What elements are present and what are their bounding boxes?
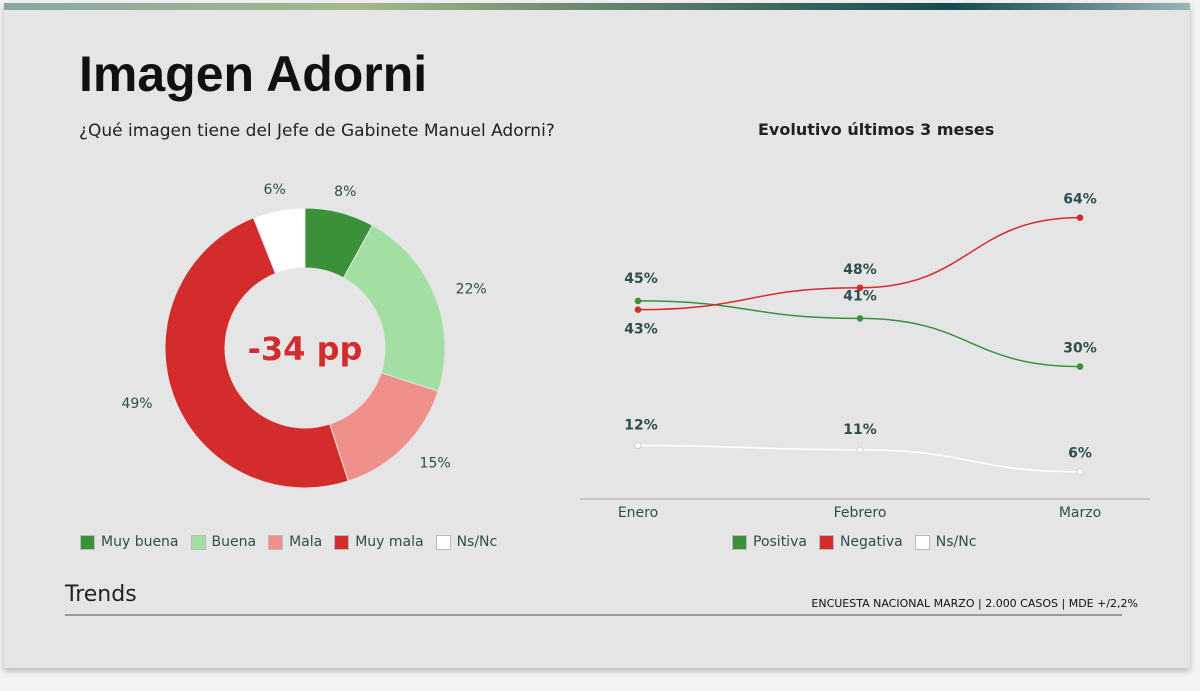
legend-swatch (435, 534, 451, 550)
x-tick-label: Febrero (834, 505, 887, 521)
line-legend: Positiva Negativa Ns/Nc (732, 534, 976, 550)
legend-item: Buena (190, 534, 257, 550)
legend-item: Muy buena (80, 534, 179, 550)
subtitle: ¿Qué imagen tiene del Jefe de Gabinete M… (79, 121, 555, 141)
donut-data-label: 8% (334, 184, 356, 200)
legend-swatch (334, 534, 350, 550)
legend-label: Negativa (839, 534, 903, 550)
legend-swatch (190, 534, 206, 550)
donut-data-label: 22% (456, 281, 487, 297)
data-point (634, 442, 642, 449)
legend-swatch (914, 534, 930, 550)
data-label: 11% (843, 422, 877, 438)
data-label: 41% (843, 288, 877, 304)
line-chart-title: Evolutivo últimos 3 meses (758, 120, 995, 139)
donut-legend: Muy buena Buena Mala Muy mala Ns/Nc (80, 534, 497, 550)
legend-swatch (732, 534, 747, 550)
data-label: 45% (624, 271, 658, 287)
data-label: 6% (1068, 446, 1092, 462)
legend-label: Positiva (753, 534, 807, 550)
survey-footnote: ENCUESTA NACIONAL MARZO | 2.000 CASOS | … (811, 597, 1138, 610)
data-point (1076, 468, 1084, 476)
data-point (856, 315, 864, 322)
legend-swatch (818, 534, 834, 550)
legend-label: Ns/Nc (456, 534, 498, 550)
donut-data-label: 15% (420, 456, 451, 472)
legend-label: Muy buena (101, 534, 179, 550)
legend-swatch (80, 534, 95, 550)
data-label: 48% (843, 262, 877, 278)
legend-label: Mala (289, 534, 323, 550)
legend-item: Ns/Nc (435, 534, 498, 550)
donut-slice-buena (342, 224, 446, 392)
legend-item: Positiva (732, 534, 807, 550)
footer-rule (65, 614, 1122, 616)
donut-data-label: 49% (121, 396, 152, 412)
data-label: 43% (624, 322, 658, 338)
data-point (856, 446, 864, 454)
data-point (634, 306, 642, 313)
data-label: 12% (624, 417, 658, 433)
net-score-label: -34 pp (248, 330, 363, 368)
data-point (1076, 363, 1084, 370)
data-label: 64% (1063, 192, 1097, 208)
data-label: 30% (1063, 341, 1097, 357)
legend-item: Muy mala (334, 534, 424, 550)
x-tick-label: Marzo (1059, 505, 1101, 521)
legend-swatch (268, 534, 284, 550)
legend-label: Buena (211, 534, 257, 550)
x-tick-label: Enero (618, 505, 658, 521)
brand-logo: Trends (65, 582, 137, 607)
legend-label: Ns/Nc (935, 534, 977, 550)
legend-label: Muy mala (355, 534, 424, 550)
page-title: Imagen Adorni (79, 46, 428, 102)
series-line-positiva (637, 300, 1081, 368)
data-point (1076, 214, 1084, 221)
legend-item: Negativa (818, 534, 903, 550)
top-gradient-bar (4, 3, 1190, 10)
donut-slice-muy-mala (164, 217, 349, 489)
legend-item: Ns/Nc (914, 534, 977, 550)
legend-item: Mala (268, 534, 322, 550)
donut-slice-ns-nc (252, 207, 306, 275)
donut-data-label: 6% (264, 182, 286, 198)
data-point (856, 284, 864, 292)
data-point (634, 297, 642, 305)
